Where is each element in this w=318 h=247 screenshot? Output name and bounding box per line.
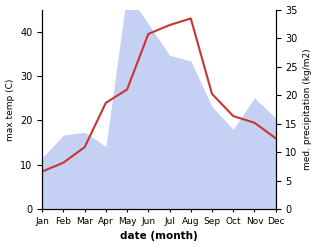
Y-axis label: max temp (C): max temp (C) [5,78,15,141]
X-axis label: date (month): date (month) [120,231,198,242]
Y-axis label: med. precipitation (kg/m2): med. precipitation (kg/m2) [303,49,313,170]
